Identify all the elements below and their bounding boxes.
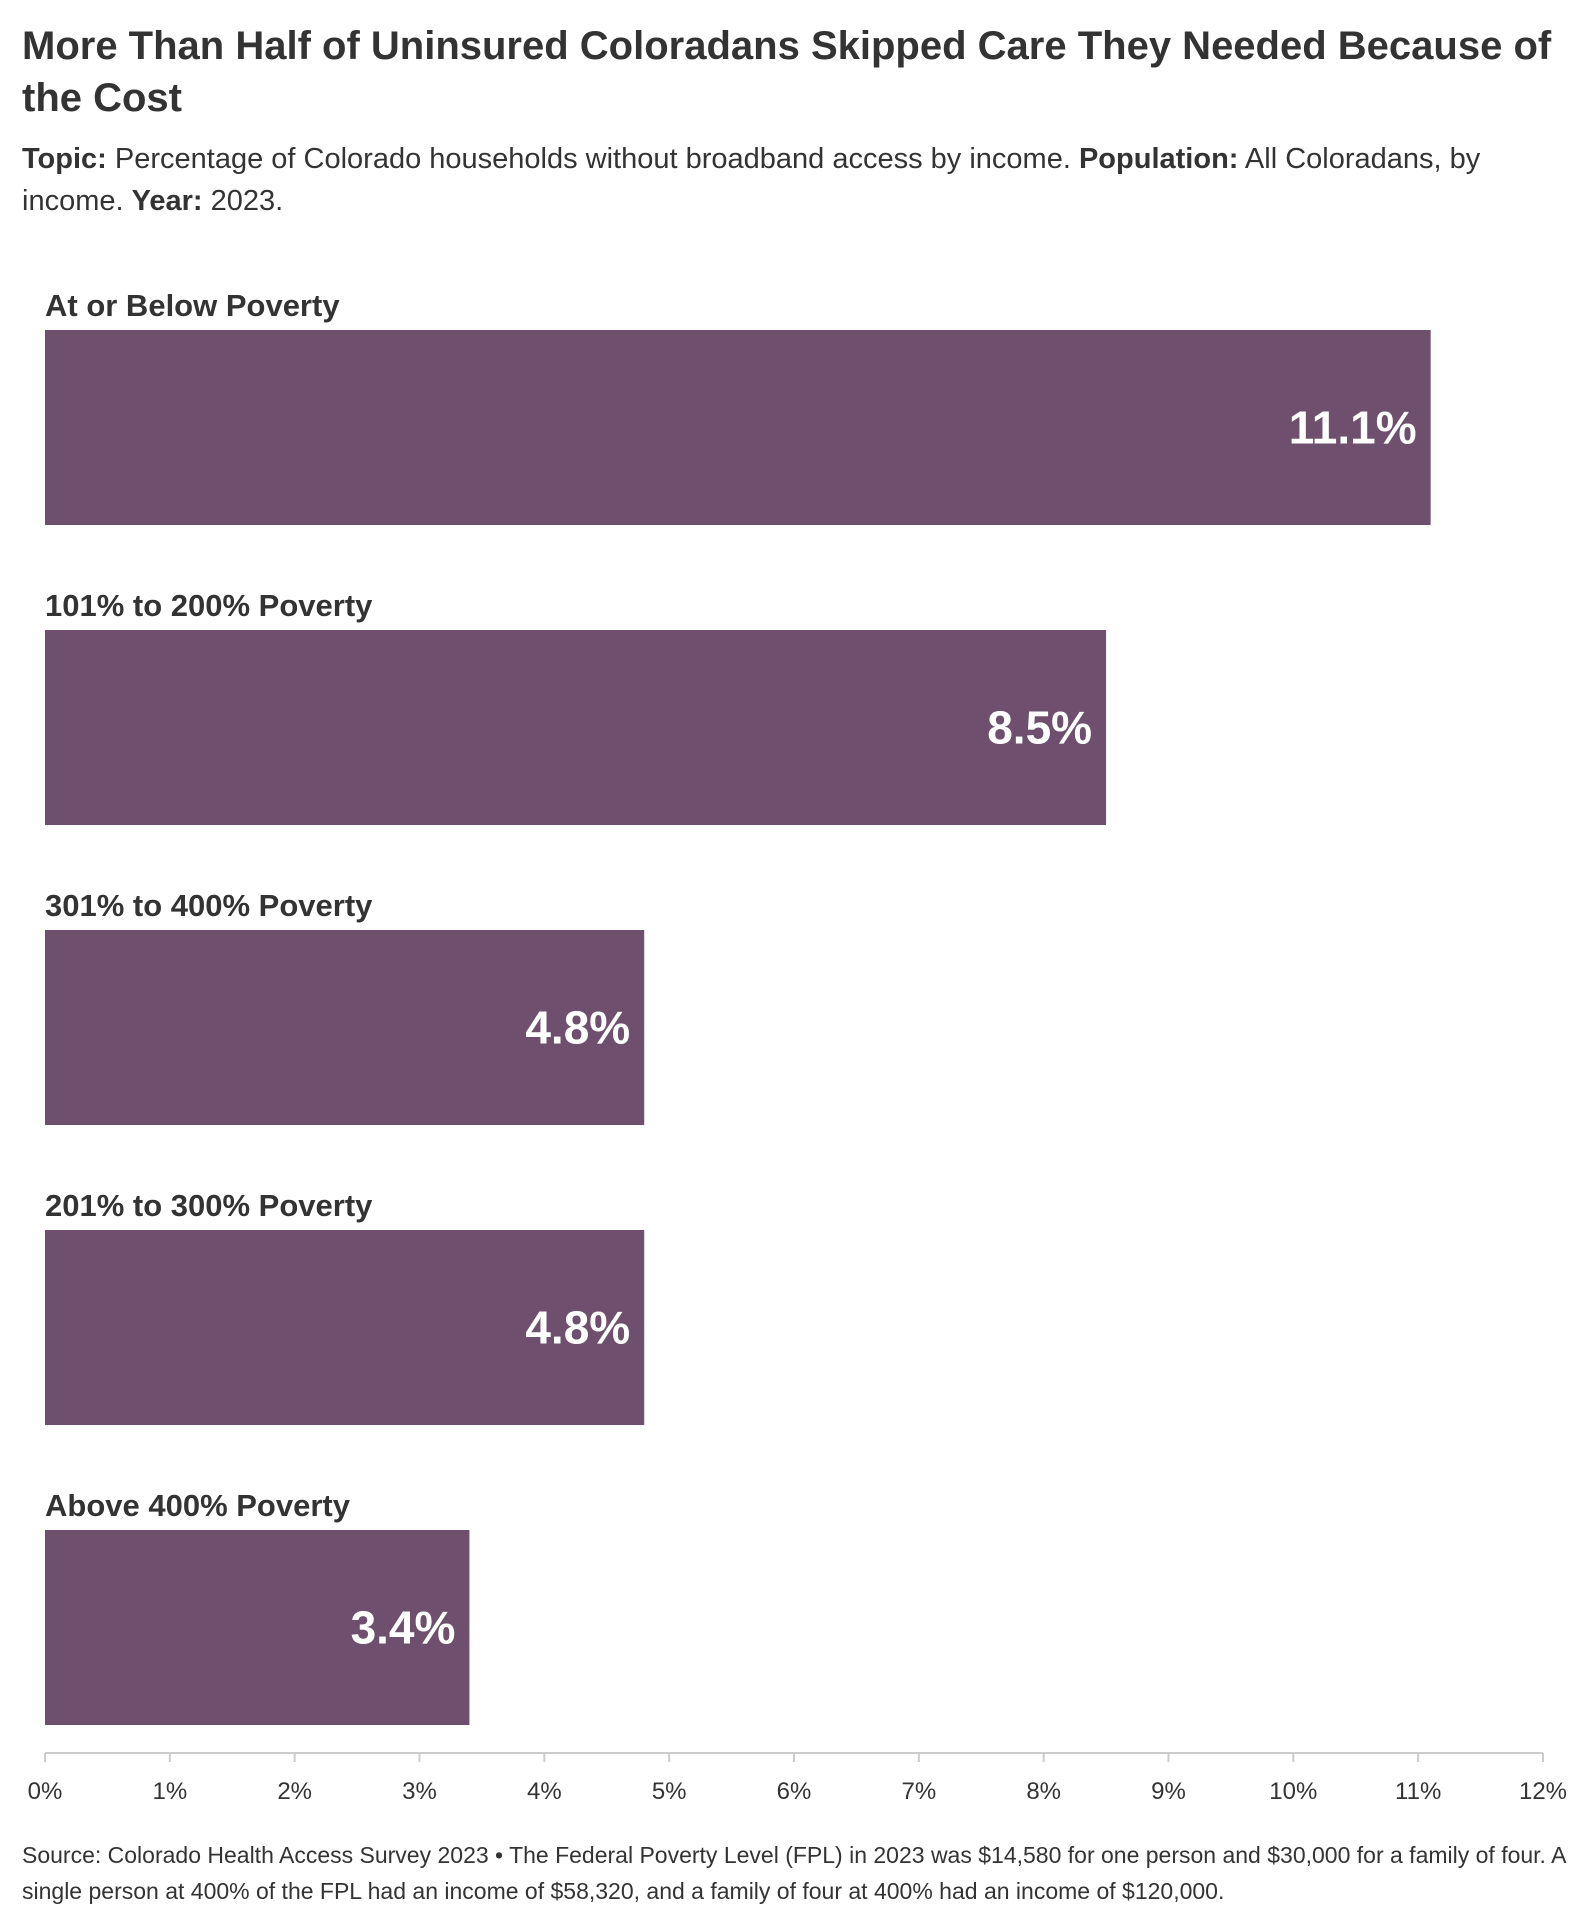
topic-label: Topic: — [22, 143, 107, 175]
bar-value-label: 3.4% — [351, 1602, 456, 1654]
topic-text: Percentage of Colorado households withou… — [114, 143, 1071, 175]
x-tick-label: 9% — [1151, 1778, 1186, 1805]
chart-subtitle: Topic: Percentage of Colorado households… — [22, 138, 1562, 222]
bar — [45, 330, 1431, 525]
source-note: Source: Colorado Health Access Survey 20… — [22, 1842, 1566, 1904]
bar-chart: At or Below Poverty 11.1% 101% to 200% Pov… — [28, 288, 1567, 1805]
x-tick-label: 0% — [28, 1778, 63, 1805]
x-tick-label: 7% — [901, 1778, 936, 1805]
x-tick-label: 10% — [1269, 1778, 1317, 1805]
population-label: Population: — [1078, 143, 1239, 175]
bar-value-label: 4.8% — [525, 1302, 630, 1354]
bar — [45, 930, 645, 1125]
x-tick-label: 6% — [777, 1778, 812, 1805]
chart-title: More Than Half of Uninsured Coloradans S… — [22, 24, 1552, 120]
x-tick-label: 4% — [527, 1778, 562, 1805]
x-tick-label: 2% — [277, 1778, 312, 1805]
category-label: 101% to 200% Poverty — [45, 588, 373, 623]
bar-value-label: 4.8% — [525, 1002, 630, 1054]
category-label: 201% to 300% Poverty — [45, 1188, 373, 1223]
year-text: 2023. — [210, 185, 284, 217]
x-tick-label: 11% — [1395, 1778, 1441, 1805]
bar — [45, 630, 1107, 825]
bar-value-label: 11.1% — [1289, 402, 1417, 454]
category-label: 301% to 400% Poverty — [45, 888, 373, 923]
category-label: At or Below Poverty — [45, 288, 340, 323]
bar-value-label: 8.5% — [987, 702, 1092, 754]
population-text: All Coloradans, by income. — [22, 143, 1481, 217]
category-label: Above 400% Poverty — [45, 1488, 351, 1523]
year-label: Year: — [131, 185, 203, 217]
x-tick-label: 1% — [152, 1778, 187, 1805]
bar — [45, 1230, 645, 1425]
x-tick-label: 5% — [652, 1778, 687, 1805]
x-tick-label: 3% — [402, 1778, 437, 1805]
bar — [45, 1530, 470, 1725]
x-tick-label: 8% — [1026, 1778, 1061, 1805]
x-tick-label: 12% — [1519, 1778, 1567, 1805]
